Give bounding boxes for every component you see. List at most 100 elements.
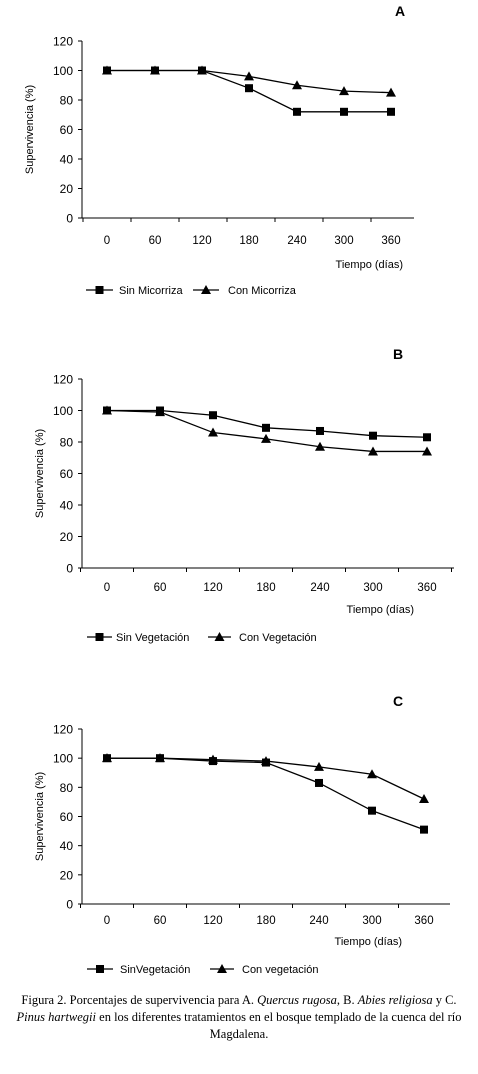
- chart-title: C: [393, 693, 403, 709]
- data-point: [262, 423, 270, 432]
- y-tick-label: 100: [53, 404, 73, 418]
- x-tick-label: 360: [414, 915, 433, 927]
- caption-species-b: Abies religiosa: [357, 993, 433, 1007]
- y-tick-label: 80: [60, 94, 74, 108]
- y-tick-label: 60: [60, 123, 74, 137]
- data-point: [316, 426, 324, 435]
- data-point: [208, 427, 218, 437]
- data-point: [422, 446, 432, 456]
- legend-label: Con Vegetación: [239, 632, 317, 644]
- data-point: [102, 65, 112, 75]
- y-axis-label: Supervivencia (%): [34, 429, 46, 518]
- chart-panel-b: 0 20 40 60 80 100 120 0 60 120 180 240 300 360 Tiempo …: [0, 340, 478, 660]
- figure-caption: Figura 2. Porcentajes de supervivencia p…: [10, 992, 468, 1043]
- y-tick-label: 0: [66, 562, 73, 576]
- x-tick-label: 120: [192, 235, 211, 247]
- x-tick-label: 60: [154, 582, 167, 594]
- x-tick-label: 120: [203, 915, 222, 927]
- legend-label: SinVegetación: [120, 964, 190, 976]
- x-axis-label: Tiempo (días): [347, 604, 414, 616]
- x-tick-label: 300: [363, 582, 382, 594]
- chart-panel-c: 0 20 40 60 80 100 120 0 60 120 180 240 300 360 Tiempo …: [0, 680, 478, 985]
- data-point: [293, 107, 301, 116]
- legend-marker: [217, 964, 227, 973]
- y-tick-label: 60: [60, 467, 74, 481]
- series-2: [102, 65, 396, 97]
- x-tick-label: 0: [104, 582, 110, 594]
- x-tick-label: 360: [381, 235, 400, 247]
- series-1: [103, 754, 428, 834]
- legend-label: Con Micorriza: [228, 285, 297, 297]
- data-point: [339, 86, 349, 96]
- data-point: [419, 794, 429, 803]
- data-point: [261, 433, 271, 443]
- legend-label: Con vegetación: [242, 964, 318, 976]
- chart-title: A: [395, 3, 405, 19]
- chart-panel-a: 0 20 40 60 80 100 120 0 60 120 180 240 300 360 Tiempo …: [0, 0, 478, 310]
- x-tick-label: 0: [104, 235, 110, 247]
- x-tick-label: 240: [309, 915, 328, 927]
- series-2: [102, 753, 429, 803]
- y-tick-label: 80: [60, 781, 74, 795]
- legend-entry-2: Con Vegetación: [208, 632, 317, 644]
- data-point: [245, 84, 253, 93]
- data-point: [197, 65, 207, 75]
- y-tick-label: 0: [66, 898, 73, 912]
- legend-entry-1: Sin Micorriza: [86, 285, 183, 297]
- y-tick-label: 40: [60, 499, 74, 513]
- legend-marker: [214, 632, 225, 641]
- y-tick-label: 20: [60, 182, 74, 196]
- x-tick-label: 240: [310, 582, 329, 594]
- series-line: [107, 757, 425, 831]
- y-tick-label: 100: [53, 752, 73, 766]
- y-axis-label: Supervivencia (%): [34, 772, 46, 861]
- x-tick-label: 60: [154, 915, 167, 927]
- x-tick-label: 60: [149, 235, 162, 247]
- y-tick-label: 40: [60, 839, 74, 853]
- data-point: [155, 407, 165, 417]
- data-point: [420, 825, 428, 834]
- x-tick-label: 180: [256, 582, 275, 594]
- legend-marker: [201, 285, 211, 294]
- y-tick-label: 20: [60, 868, 74, 882]
- data-point: [155, 753, 165, 763]
- data-point: [423, 433, 431, 442]
- legend-entry-2: Con vegetación: [210, 964, 318, 976]
- data-point: [314, 761, 324, 771]
- legend-marker: [95, 286, 104, 294]
- legend-label: Sin Micorriza: [119, 285, 183, 297]
- data-point: [315, 778, 323, 787]
- data-point: [315, 441, 325, 451]
- x-tick-label: 300: [334, 235, 353, 247]
- data-point: [369, 431, 377, 440]
- caption-species-a: Quercus rugosa: [257, 993, 337, 1007]
- y-tick-label: 0: [66, 212, 73, 226]
- x-tick-label: 360: [417, 582, 436, 594]
- caption-species-c: Pinus hartwegii: [16, 1010, 97, 1024]
- caption-sep-b: , B.: [336, 993, 358, 1007]
- x-axis-label: Tiempo (días): [335, 936, 402, 948]
- data-point: [102, 405, 112, 415]
- data-point: [368, 446, 378, 456]
- y-tick-label: 60: [60, 810, 74, 824]
- data-point: [244, 71, 254, 81]
- data-point: [102, 753, 112, 763]
- legend-entry-2: Con Micorriza: [193, 285, 297, 297]
- chart-b: 0 20 40 60 80 100 120 0 60 120 180 240 300 360Tiempo …: [34, 346, 454, 644]
- legend-marker: [96, 965, 104, 973]
- caption-suffix: en los diferentes tratamientos en el bos…: [96, 1010, 462, 1041]
- data-point: [386, 87, 396, 97]
- legend-entry-1: Sin Vegetación: [87, 632, 189, 644]
- x-axis-label: Tiempo (días): [336, 259, 403, 271]
- series-2: [102, 405, 432, 456]
- y-tick-label: 120: [53, 723, 73, 737]
- legend-entry-1: SinVegetación: [87, 964, 190, 976]
- x-tick-label: 120: [203, 582, 222, 594]
- y-tick-label: 80: [60, 436, 74, 450]
- y-tick-label: 20: [60, 530, 74, 544]
- x-tick-label: 240: [287, 235, 306, 247]
- data-point: [150, 65, 160, 75]
- y-axis-label: Supervivencia (%): [24, 85, 36, 174]
- data-point: [261, 756, 271, 766]
- chart-title: B: [393, 346, 403, 362]
